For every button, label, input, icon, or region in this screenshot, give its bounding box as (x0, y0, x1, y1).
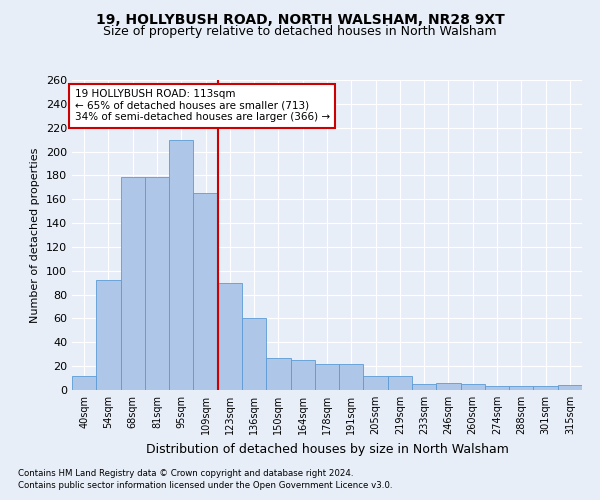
Bar (436, 383, 461, 390)
Bar (315, 364, 339, 390)
Bar (266, 358, 290, 390)
Bar (412, 384, 436, 390)
Bar (533, 386, 558, 390)
Bar (72, 376, 96, 390)
Bar (242, 318, 266, 390)
Bar (290, 360, 315, 390)
Text: Size of property relative to detached houses in North Walsham: Size of property relative to detached ho… (103, 25, 497, 38)
Bar (145, 176, 169, 390)
Bar (388, 376, 412, 390)
Y-axis label: Number of detached properties: Number of detached properties (31, 148, 40, 322)
Bar (485, 386, 509, 390)
X-axis label: Distribution of detached houses by size in North Walsham: Distribution of detached houses by size … (146, 442, 508, 456)
Bar (193, 194, 218, 390)
Bar (169, 140, 193, 390)
Text: 19 HOLLYBUSH ROAD: 113sqm
← 65% of detached houses are smaller (713)
34% of semi: 19 HOLLYBUSH ROAD: 113sqm ← 65% of detac… (74, 90, 329, 122)
Bar (461, 384, 485, 390)
Text: Contains public sector information licensed under the Open Government Licence v3: Contains public sector information licen… (18, 481, 392, 490)
Bar (339, 364, 364, 390)
Bar (509, 386, 533, 390)
Text: Contains HM Land Registry data © Crown copyright and database right 2024.: Contains HM Land Registry data © Crown c… (18, 468, 353, 477)
Text: 19, HOLLYBUSH ROAD, NORTH WALSHAM, NR28 9XT: 19, HOLLYBUSH ROAD, NORTH WALSHAM, NR28 … (95, 12, 505, 26)
Bar (218, 282, 242, 390)
Bar (96, 280, 121, 390)
Bar (558, 385, 582, 390)
Bar (121, 176, 145, 390)
Bar (364, 376, 388, 390)
